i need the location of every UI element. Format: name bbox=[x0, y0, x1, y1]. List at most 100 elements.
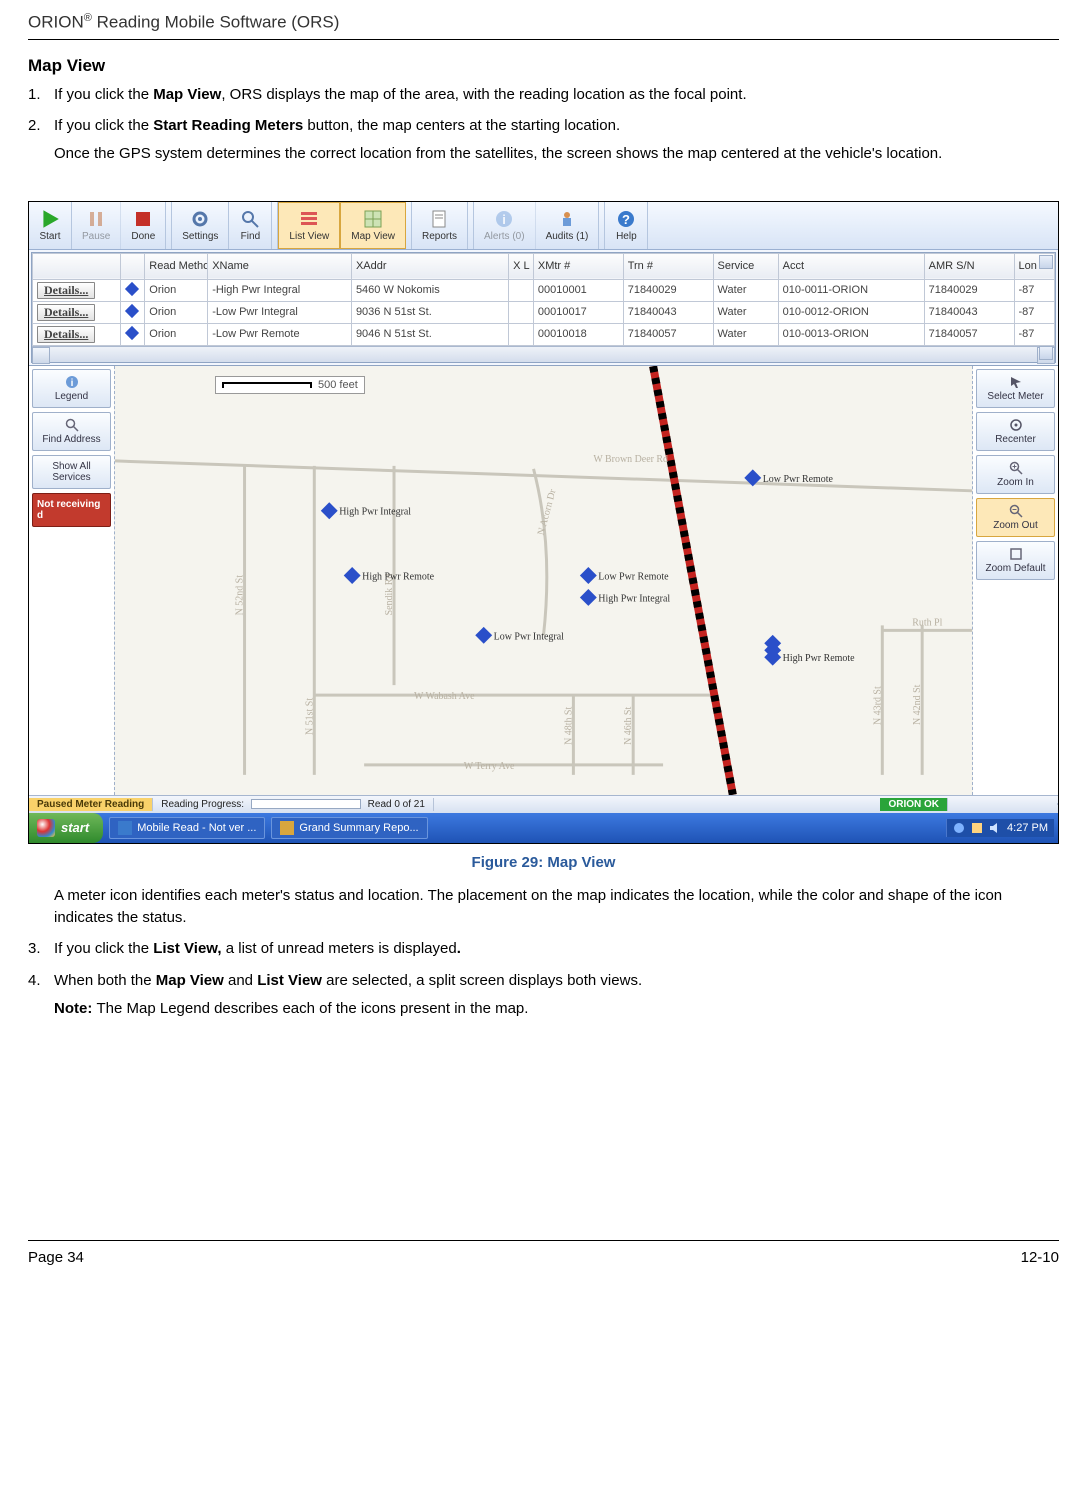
table-header-row: Read Method XName XAddr X L XMtr # Trn #… bbox=[33, 253, 1055, 279]
pause-icon bbox=[85, 208, 107, 230]
step-number: 3. bbox=[28, 938, 50, 960]
reports-icon bbox=[428, 208, 450, 230]
system-tray[interactable]: 4:27 PM bbox=[946, 819, 1054, 837]
start-button[interactable]: Start bbox=[29, 202, 72, 249]
map-icon bbox=[362, 208, 384, 230]
reports-button[interactable]: Reports bbox=[412, 202, 468, 249]
progress-bar bbox=[251, 799, 361, 809]
horizontal-scrollbar[interactable] bbox=[32, 346, 1055, 362]
audits-button[interactable]: Audits (1) bbox=[536, 202, 600, 249]
svg-text:N 42nd St: N 42nd St bbox=[912, 684, 923, 725]
svg-text:N 52nd St: N 52nd St bbox=[235, 575, 246, 616]
map-area: i Legend Find Address Show All Services … bbox=[29, 365, 1058, 795]
taskbar-app-mobile-read[interactable]: Mobile Read - Not ver ... bbox=[109, 817, 265, 839]
mapview-button[interactable]: Map View bbox=[340, 202, 406, 249]
svg-text:W Brown Deer Rd: W Brown Deer Rd bbox=[593, 454, 668, 465]
svg-text:N 51st St: N 51st St bbox=[304, 698, 315, 735]
show-all-services-button[interactable]: Show All Services bbox=[32, 455, 111, 489]
svg-text:Low Pwr Integral: Low Pwr Integral bbox=[494, 631, 564, 642]
product-name: ORION bbox=[28, 13, 84, 32]
alerts-button[interactable]: i Alerts (0) bbox=[474, 202, 536, 249]
details-button[interactable]: Details... bbox=[37, 282, 95, 299]
page-footer: Page 34 12-10 bbox=[28, 1240, 1059, 1266]
running-header: ORION® Reading Mobile Software (ORS) bbox=[28, 12, 1059, 40]
diamond-icon bbox=[125, 304, 139, 318]
svg-text:Low Pwr Remote: Low Pwr Remote bbox=[763, 474, 834, 485]
search-icon bbox=[65, 418, 79, 432]
play-icon bbox=[39, 208, 61, 230]
app-icon bbox=[118, 821, 132, 835]
scale-line-icon bbox=[222, 382, 312, 388]
list-icon bbox=[298, 208, 320, 230]
zoom-out-icon bbox=[1009, 504, 1023, 518]
step-2-subtext: Once the GPS system determines the corre… bbox=[54, 143, 1059, 165]
search-icon bbox=[239, 208, 261, 230]
page-number-right: 12-10 bbox=[1021, 1249, 1059, 1266]
steps-list-continued: 3. If you click the List View, a list of… bbox=[28, 938, 1059, 1019]
zoom-default-button[interactable]: Zoom Default bbox=[976, 541, 1055, 580]
status-bar: Paused Meter Reading Reading Progress: R… bbox=[29, 795, 1058, 813]
svg-text:Low Pwr Remote: Low Pwr Remote bbox=[598, 571, 669, 582]
find-address-button[interactable]: Find Address bbox=[32, 412, 111, 451]
table-row[interactable]: Details...Orion-Low Pwr Remote9046 N 51s… bbox=[33, 323, 1055, 345]
scroll-up-button[interactable] bbox=[1039, 255, 1053, 269]
select-meter-button[interactable]: Select Meter bbox=[976, 369, 1055, 408]
reg-mark: ® bbox=[84, 12, 92, 24]
svg-text:High Pwr Remote: High Pwr Remote bbox=[362, 571, 434, 582]
settings-button[interactable]: Settings bbox=[172, 202, 229, 249]
table-row[interactable]: Details...Orion-High Pwr Integral5460 W … bbox=[33, 279, 1055, 301]
done-button[interactable]: Done bbox=[121, 202, 166, 249]
diamond-icon bbox=[125, 282, 139, 296]
page-number-left: Page 34 bbox=[28, 1249, 84, 1266]
recenter-button[interactable]: Recenter bbox=[976, 412, 1055, 451]
svg-text:High Pwr Remote: High Pwr Remote bbox=[783, 653, 855, 664]
pause-button[interactable]: Pause bbox=[72, 202, 121, 249]
svg-text:?: ? bbox=[622, 212, 630, 227]
details-button[interactable]: Details... bbox=[37, 304, 95, 321]
post-figure-paragraph: A meter icon identifies each meter's sta… bbox=[28, 885, 1059, 929]
scroll-right-button[interactable] bbox=[1039, 346, 1053, 360]
step-3: 3. If you click the List View, a list of… bbox=[54, 938, 1059, 960]
scale-bar: 500 feet bbox=[215, 376, 365, 394]
main-toolbar: Start Pause Done Settings Find List View… bbox=[29, 202, 1058, 250]
svg-text:N 43rd St: N 43rd St bbox=[872, 686, 883, 725]
audit-icon bbox=[556, 208, 578, 230]
app-screenshot: Start Pause Done Settings Find List View… bbox=[28, 201, 1059, 844]
svg-text:High Pwr Integral: High Pwr Integral bbox=[339, 507, 411, 518]
figure-caption: Figure 29: Map View bbox=[28, 854, 1059, 871]
windows-start-button[interactable]: start bbox=[29, 813, 103, 843]
status-spacer bbox=[948, 803, 1058, 805]
help-button[interactable]: ? Help bbox=[605, 202, 648, 249]
details-button[interactable]: Details... bbox=[37, 326, 95, 343]
find-button[interactable]: Find bbox=[229, 202, 272, 249]
help-icon: ? bbox=[615, 208, 637, 230]
step-number: 2. bbox=[28, 115, 50, 137]
svg-text:Ruth Pl: Ruth Pl bbox=[912, 617, 942, 628]
svg-text:W Wabash Ave: W Wabash Ave bbox=[414, 691, 475, 702]
left-map-tools: i Legend Find Address Show All Services … bbox=[29, 366, 114, 795]
listview-button[interactable]: List View bbox=[278, 202, 340, 249]
progress-label: Reading Progress: Read 0 of 21 bbox=[153, 798, 434, 811]
table-row[interactable]: Details...Orion-Low Pwr Integral9036 N 5… bbox=[33, 301, 1055, 323]
product-rest: Reading Mobile Software (ORS) bbox=[92, 13, 340, 32]
gps-warning-badge: Not receiving d bbox=[32, 493, 111, 527]
taskbar-app-grand-summary[interactable]: Grand Summary Repo... bbox=[271, 817, 427, 839]
orion-ok-badge: ORION OK bbox=[880, 798, 948, 811]
tray-icon bbox=[953, 822, 965, 834]
map-canvas[interactable]: 500 feet W Brown Deer RdW Wabash AveW Te… bbox=[114, 366, 973, 795]
meter-table[interactable]: Read Method XName XAddr X L XMtr # Trn #… bbox=[32, 253, 1055, 346]
zoom-in-button[interactable]: Zoom In bbox=[976, 455, 1055, 494]
info-icon: i bbox=[65, 375, 79, 389]
legend-button[interactable]: i Legend bbox=[32, 369, 111, 408]
zoom-out-button[interactable]: Zoom Out bbox=[976, 498, 1055, 537]
step-number: 1. bbox=[28, 84, 50, 106]
step-number: 4. bbox=[28, 970, 50, 992]
svg-text:N 48th St: N 48th St bbox=[563, 706, 574, 744]
svg-text:N 46th St: N 46th St bbox=[623, 706, 634, 744]
zoom-in-icon bbox=[1009, 461, 1023, 475]
target-icon bbox=[1009, 418, 1023, 432]
svg-text:i: i bbox=[502, 212, 506, 227]
step-2: 2. If you click the Start Reading Meters… bbox=[54, 115, 1059, 165]
svg-text:High Pwr Integral: High Pwr Integral bbox=[598, 593, 670, 604]
paused-badge: Paused Meter Reading bbox=[29, 798, 153, 811]
